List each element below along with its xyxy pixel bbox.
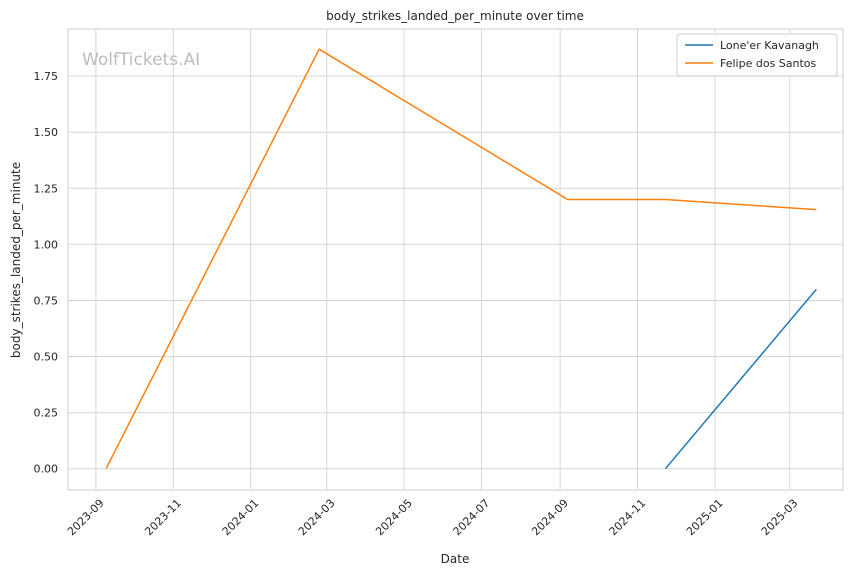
watermark-text: WolfTickets.AI	[82, 50, 200, 70]
legend: Lone'er Kavanagh Felipe dos Santos	[676, 33, 838, 77]
x-axis-label: Date	[441, 552, 470, 566]
y-tick-label: 0.50	[34, 351, 59, 364]
series-line-1	[664, 288, 817, 470]
chart-title: body_strikes_landed_per_minute over time	[326, 9, 584, 23]
y-tick-label: 1.25	[34, 182, 59, 195]
legend-label-2: Felipe dos Santos	[720, 57, 817, 70]
series-line-2	[105, 48, 817, 470]
y-tick-label: 1.50	[34, 126, 59, 139]
legend-label-1: Lone'er Kavanagh	[720, 39, 819, 52]
y-tick-label: 1.75	[34, 70, 59, 83]
y-axis-label: body_strikes_landed_per_minute	[9, 162, 23, 358]
y-tick-label: 0.25	[34, 407, 59, 420]
y-tick-label: 0.75	[34, 294, 59, 307]
y-tick-label: 1.00	[34, 238, 59, 251]
y-tick-label: 0.00	[34, 463, 59, 476]
